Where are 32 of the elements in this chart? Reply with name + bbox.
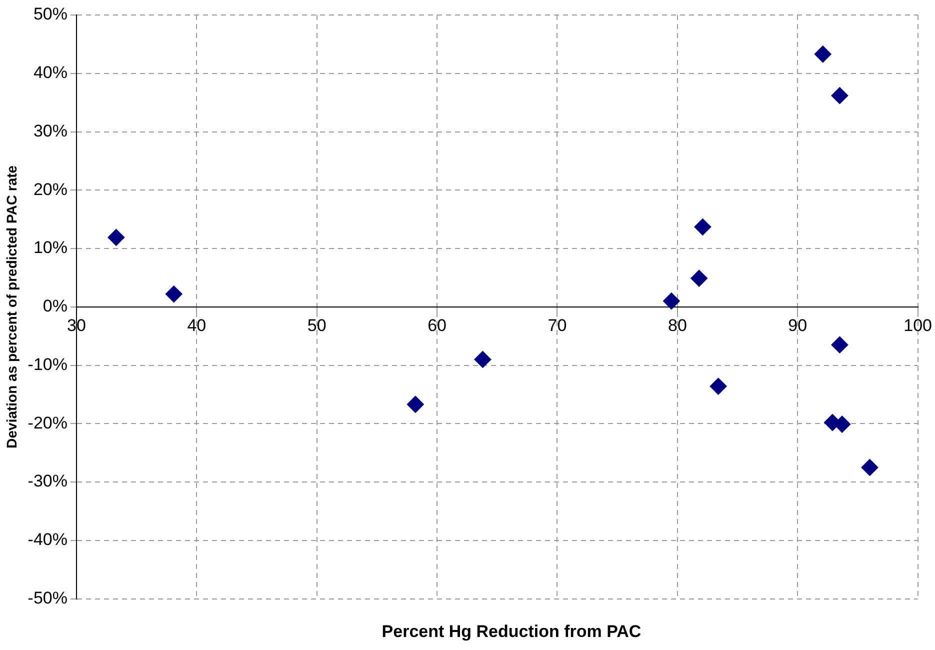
y-tick-label: 30% (33, 121, 68, 140)
point (690, 270, 708, 287)
point (165, 286, 182, 303)
y-axis-title: Deviation as percent of predicted PAC rate (3, 165, 20, 448)
point (694, 218, 712, 236)
y-tick-label: -30% (28, 472, 68, 491)
y-tick-label: 40% (33, 63, 68, 82)
x-tick-label: 90 (788, 316, 808, 335)
x-tick-label: 80 (668, 316, 687, 335)
x-tick-label: 100 (904, 316, 932, 335)
point (474, 350, 492, 368)
point (861, 458, 878, 476)
point (831, 87, 848, 104)
x-tick-label: 50 (307, 316, 326, 335)
y-tick-label: 10% (33, 238, 68, 258)
point (710, 378, 727, 395)
x-tick-label: 40 (187, 316, 206, 335)
point (406, 396, 424, 413)
point (831, 336, 848, 354)
point (108, 228, 125, 246)
y-tick-label: 0% (42, 296, 68, 316)
y-tick-label: -40% (28, 530, 68, 550)
y-tick-label: -10% (28, 354, 68, 374)
y-tick-label: -50% (28, 588, 68, 608)
point (814, 46, 832, 63)
point (662, 292, 680, 310)
y-tick-label: 20% (33, 180, 68, 199)
y-tick-label: 50% (33, 4, 68, 24)
x-tick-label: 70 (548, 316, 567, 335)
x-tick-label: 60 (428, 316, 447, 335)
y-tick-label: -20% (28, 413, 68, 432)
x-axis-title: Percent Hg Reduction from PAC (380, 622, 642, 642)
